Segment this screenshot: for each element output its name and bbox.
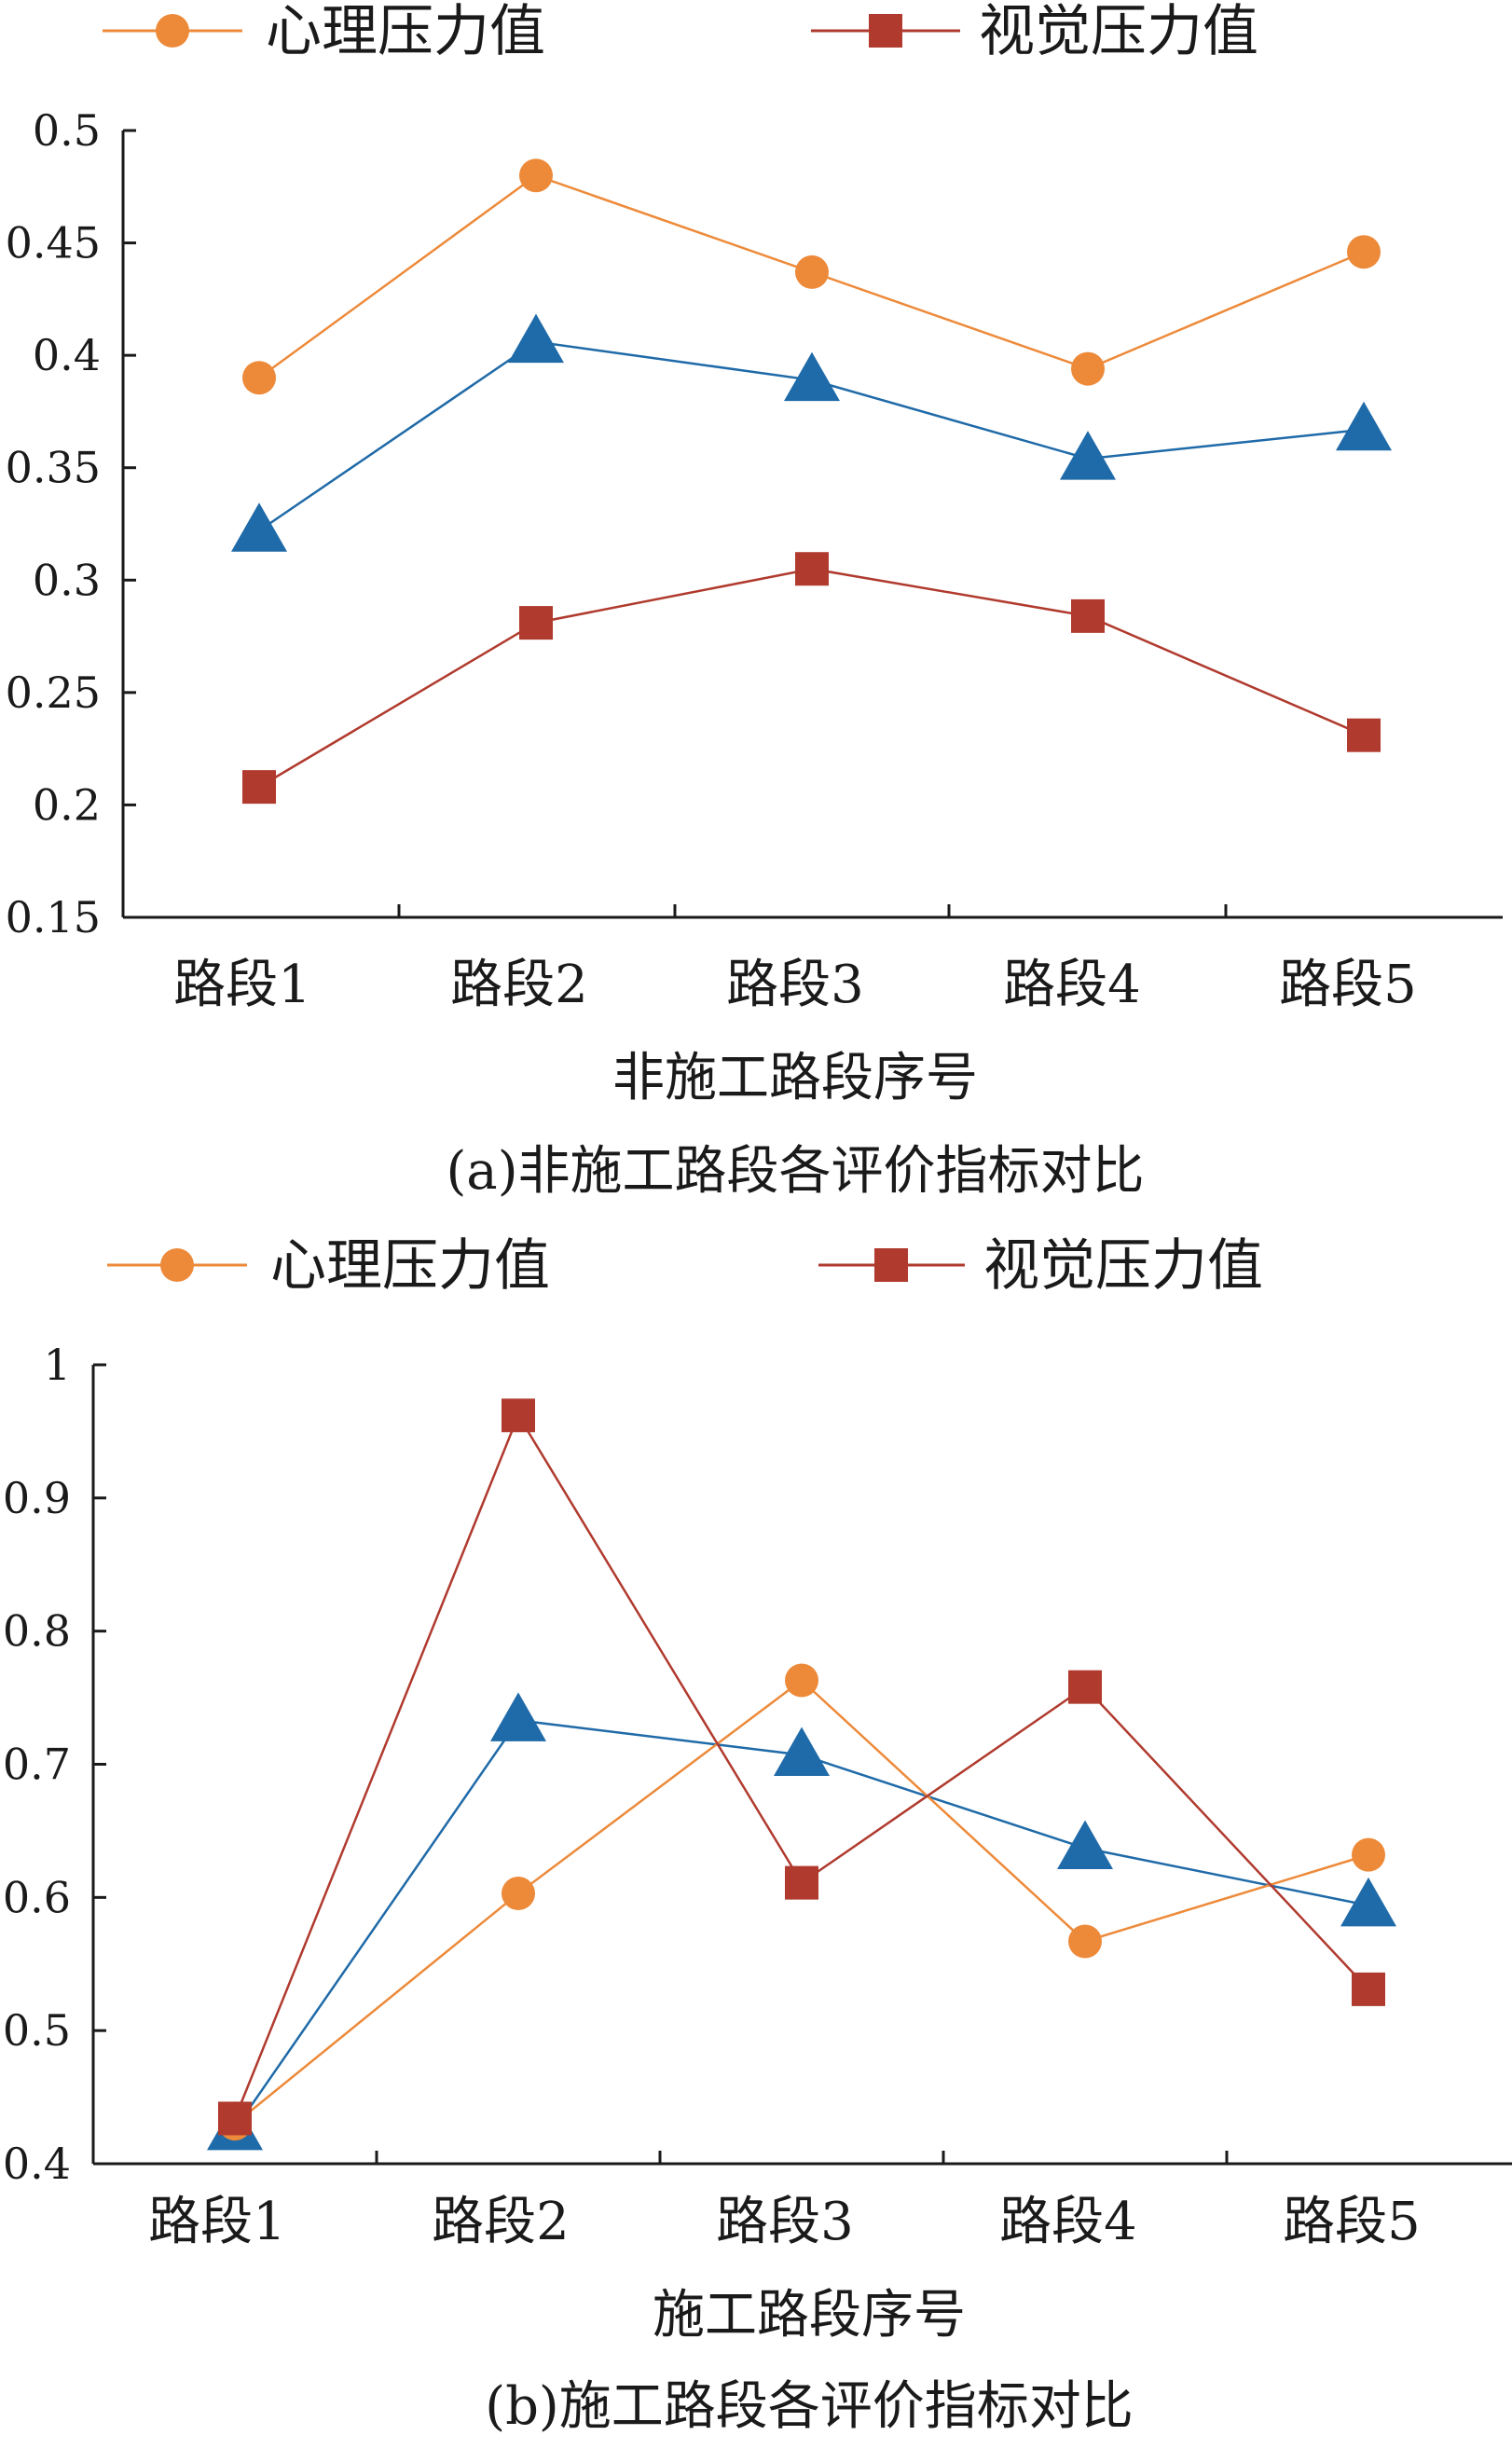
legend-a-visual-label: 视觉压力值 (979, 0, 1258, 64)
legend-b-visual-label: 视觉压力值 (983, 1233, 1263, 1299)
series-markers (207, 1398, 1396, 2151)
y-tick-label: 1 (44, 1340, 71, 1390)
data-point-visual (785, 1865, 818, 1900)
caption-a: (a)非施工路段各评价指标对比 (446, 1141, 1144, 1202)
y-tick-label: 0.5 (3, 2005, 71, 2056)
y-tick-label: 0.2 (33, 779, 101, 830)
legend-b-item-psych: 心理压力值 (107, 1233, 550, 1299)
x-axis-title-a: 非施工路段序号 (612, 1048, 978, 1108)
x-category-label: 路段5 (1279, 955, 1417, 1015)
legend-a-psych-label: 心理压力值 (266, 0, 545, 64)
series-line-visual (258, 567, 1365, 789)
x-category-label: 路段2 (432, 2192, 570, 2252)
data-point-visual (1068, 1670, 1102, 1704)
data-point-third (231, 502, 287, 552)
x-category-label: 路段1 (173, 955, 311, 1015)
data-point-visual (1352, 1972, 1385, 2006)
series-a (231, 158, 1392, 805)
data-point-psych (502, 1877, 535, 1911)
y-tick-label: 0.4 (3, 2139, 71, 2189)
data-point-visual (1347, 718, 1381, 752)
legend-a-item-psych: 心理压力值 (103, 0, 545, 64)
data-point-third (784, 351, 840, 402)
y-tick-label: 0.35 (6, 443, 101, 493)
legend-b-item-visual: 视觉压力值 (818, 1233, 1263, 1299)
y-tick-label: 0.45 (6, 218, 101, 268)
series-markers (231, 158, 1392, 805)
data-point-third (1340, 1877, 1396, 1927)
legend-a-psych-marker (156, 14, 189, 48)
legend-a-item-visual: 视觉压力值 (811, 0, 1258, 64)
data-point-third (774, 1727, 830, 1777)
y-tick-label: 0.4 (33, 330, 101, 380)
y-tick-label: 0.7 (3, 1740, 71, 1790)
x-category-label: 路段5 (1283, 2192, 1421, 2252)
legend-b: 心理压力值 视觉压力值 (107, 1233, 1263, 1299)
x-ticks-a (397, 904, 1228, 917)
y-tick-label: 0.6 (3, 1872, 71, 1922)
data-point-third (490, 1692, 546, 1741)
x-category-labels-b: 路段1 路段2 路段3 路段4 路段5 (148, 2192, 1421, 2252)
data-point-psych (785, 1663, 818, 1698)
x-ticks-b (375, 2151, 1229, 2164)
chart-a: 心理压力值 视觉压力值 0.15 0.2 0.25 0.3 0.35 0.4 0.45 0.5… (6, 0, 1503, 1202)
data-point-third (1057, 1820, 1113, 1869)
data-point-visual (242, 770, 276, 805)
data-point-visual (519, 606, 553, 640)
data-point-psych (1347, 235, 1381, 269)
x-axis-title-b: 施工路段序号 (653, 2285, 966, 2346)
x-category-label: 路段1 (148, 2192, 286, 2252)
y-ticks-b: 0.4 0.5 0.6 0.7 0.8 0.9 1 (3, 1340, 106, 2189)
data-point-psych (519, 158, 553, 193)
data-point-psych (795, 255, 829, 289)
data-point-third (508, 313, 564, 364)
legend-b-psych-label: 心理压力值 (270, 1233, 550, 1299)
y-tick-label: 0.15 (6, 892, 101, 942)
data-point-third (1336, 401, 1392, 451)
data-point-psych (1352, 1837, 1385, 1872)
x-category-label: 路段3 (726, 955, 864, 1015)
data-point-visual (218, 2101, 252, 2136)
x-category-labels-a: 路段1 路段2 路段3 路段4 路段5 (173, 955, 1417, 1015)
data-point-psych (1068, 1924, 1102, 1959)
x-category-label: 路段4 (1003, 955, 1141, 1015)
x-category-label: 路段4 (999, 2192, 1137, 2252)
x-category-label: 路段2 (450, 955, 588, 1015)
y-tick-label: 0.3 (33, 555, 101, 605)
legend-b-visual-marker (874, 1248, 908, 1282)
y-tick-label: 0.25 (6, 667, 101, 718)
legend-b-psych-marker (160, 1248, 194, 1282)
series-line-third (233, 1719, 1369, 2130)
y-tick-label: 0.9 (3, 1473, 71, 1523)
data-point-third (1060, 431, 1116, 480)
data-point-psych (1071, 351, 1105, 386)
legend-a: 心理压力值 视觉压力值 (103, 0, 1258, 64)
data-point-visual (502, 1398, 535, 1433)
caption-b: (b)施工路段各评价指标对比 (485, 2376, 1134, 2437)
data-point-visual (795, 552, 829, 586)
y-tick-label: 0.8 (3, 1606, 71, 1657)
data-point-psych (242, 361, 276, 395)
y-tick-label: 0.5 (33, 105, 101, 156)
chart-b: 心理压力值 视觉压力值 0.4 0.5 0.6 0.7 0.8 0.9 1 路段1 路段2 … (3, 1233, 1512, 2437)
x-category-label: 路段3 (716, 2192, 854, 2252)
axes-b: 0.4 0.5 0.6 0.7 0.8 0.9 1 (3, 1340, 1512, 2189)
y-ticks-a: 0.15 0.2 0.25 0.3 0.35 0.4 0.45 0.5 (6, 105, 136, 942)
series-b (207, 1398, 1396, 2151)
data-point-visual (1071, 598, 1105, 633)
axes-a: 0.15 0.2 0.25 0.3 0.35 0.4 0.45 0.5 (6, 105, 1503, 942)
legend-a-visual-marker (869, 14, 902, 48)
